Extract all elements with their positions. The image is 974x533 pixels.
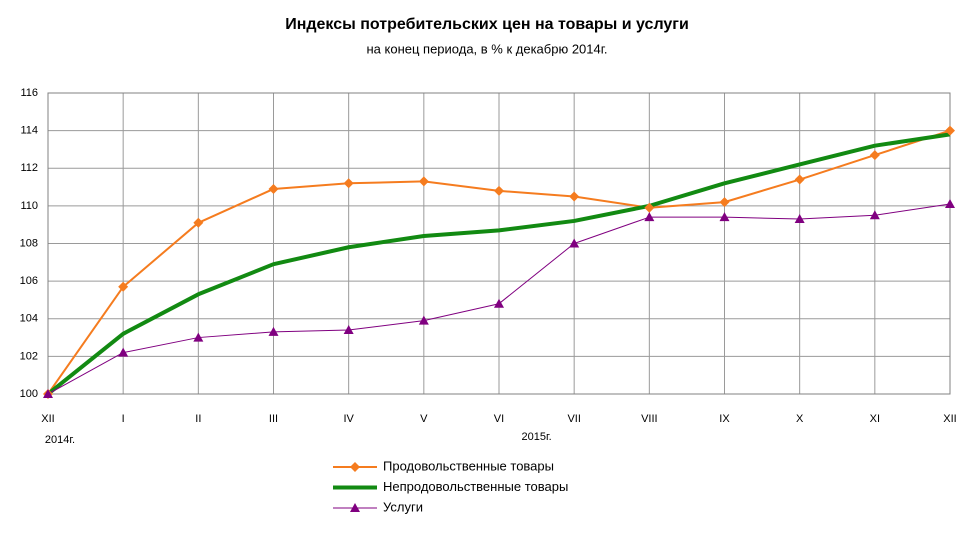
marker [343, 325, 354, 335]
marker [569, 238, 580, 248]
x-tick-label: V [420, 413, 428, 425]
marker [719, 212, 730, 222]
y-tick-label: 114 [20, 125, 38, 137]
y-tick-label: 104 [20, 313, 38, 325]
y-tick-label: 106 [20, 275, 38, 287]
marker [193, 332, 204, 342]
x-tick-label: I [122, 413, 125, 425]
marker [418, 315, 429, 325]
marker [193, 217, 204, 228]
marker [350, 503, 360, 512]
x-tick-label: IX [719, 413, 730, 425]
marker [569, 191, 580, 202]
marker [118, 281, 129, 292]
marker [494, 185, 504, 196]
y-tick-label: 102 [20, 350, 38, 362]
chart-title: Индексы потребительских цен на товары и … [285, 16, 689, 33]
y-tick-label: 108 [20, 237, 38, 249]
legend-label: Услуги [383, 499, 423, 514]
x-tick-label: III [269, 413, 278, 425]
legend-label: Продовольственные товары [383, 458, 554, 473]
y-tick-label: 112 [20, 162, 38, 174]
marker [869, 210, 880, 220]
y-tick-label: 100 [20, 388, 38, 400]
x-tick-label: IV [343, 413, 354, 425]
plot-border [47, 92, 951, 395]
marker [343, 178, 354, 189]
marker [268, 183, 279, 194]
chart-subtitle: на конец периода, в % к декабрю 2014г. [366, 41, 607, 56]
x-tick-label: XII [41, 413, 54, 425]
marker [350, 462, 360, 472]
x-tick-label: X [796, 413, 804, 425]
marker [869, 150, 880, 161]
x-tick-label: VIII [641, 413, 658, 425]
y-tick-label: 110 [20, 200, 38, 212]
marker [719, 197, 730, 208]
marker [43, 389, 53, 398]
marker [794, 174, 805, 185]
marker [118, 347, 129, 357]
marker [945, 198, 955, 208]
marker [494, 298, 504, 308]
x-tick-label: XII [943, 413, 956, 425]
x-group-label: 2015г. [521, 431, 551, 443]
marker [268, 326, 279, 336]
marker [945, 125, 955, 136]
marker [644, 202, 655, 213]
legend-label: Непродовольственные товары [383, 479, 568, 494]
marker [794, 214, 805, 224]
x-tick-label: VII [567, 413, 580, 425]
series-line [46, 132, 951, 396]
marker [644, 212, 655, 222]
x-group-label: 2014г. [45, 434, 75, 446]
x-tick-label: II [195, 413, 201, 425]
x-tick-label: VI [494, 413, 504, 425]
marker [418, 176, 429, 187]
y-tick-label: 116 [20, 87, 38, 99]
x-tick-label: XI [870, 413, 880, 425]
